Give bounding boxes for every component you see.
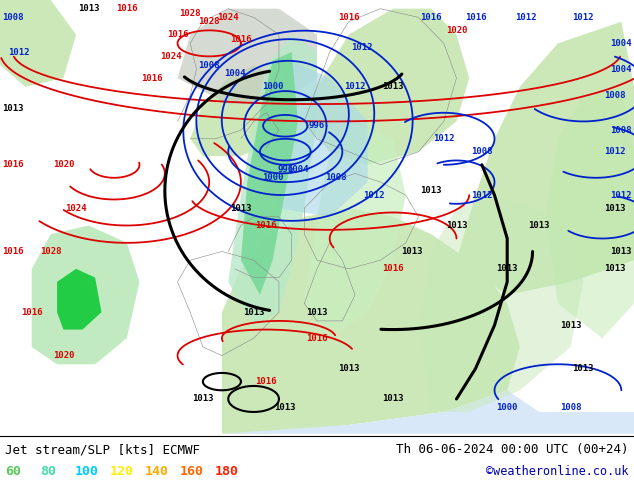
- Polygon shape: [228, 35, 317, 325]
- Text: 1000: 1000: [496, 403, 518, 412]
- Text: 160: 160: [180, 466, 204, 478]
- Text: 1008: 1008: [611, 125, 632, 135]
- Text: 120: 120: [110, 466, 134, 478]
- Text: 1004: 1004: [611, 39, 632, 48]
- Polygon shape: [32, 225, 139, 364]
- Text: 1020: 1020: [53, 160, 74, 169]
- Text: 1024: 1024: [217, 13, 239, 22]
- Text: 180: 180: [215, 466, 239, 478]
- Text: 1013: 1013: [230, 204, 252, 213]
- Text: 1013: 1013: [382, 82, 404, 91]
- Text: Jet stream/SLP [kts] ECMWF: Jet stream/SLP [kts] ECMWF: [5, 443, 200, 456]
- Text: 1012: 1012: [611, 191, 632, 199]
- Text: 1016: 1016: [2, 160, 23, 169]
- Text: 1012: 1012: [573, 13, 594, 22]
- Text: 1012: 1012: [471, 191, 493, 199]
- Text: 140: 140: [145, 466, 169, 478]
- Polygon shape: [418, 195, 583, 412]
- Polygon shape: [304, 122, 406, 338]
- Text: 1016: 1016: [256, 377, 277, 386]
- Polygon shape: [304, 9, 469, 165]
- Text: 1020: 1020: [446, 26, 467, 35]
- Text: 1013: 1013: [306, 308, 328, 317]
- Polygon shape: [0, 0, 76, 87]
- Text: 1016: 1016: [256, 221, 277, 230]
- Text: 1000: 1000: [262, 173, 283, 182]
- Text: 1012: 1012: [351, 43, 372, 52]
- Text: 1013: 1013: [604, 204, 626, 213]
- Text: 1013: 1013: [243, 308, 264, 317]
- Text: 1008: 1008: [560, 403, 581, 412]
- Text: 1013: 1013: [496, 265, 518, 273]
- Polygon shape: [57, 269, 101, 330]
- Polygon shape: [241, 52, 298, 295]
- Text: 1013: 1013: [275, 403, 296, 412]
- Polygon shape: [254, 61, 368, 217]
- Text: 1008: 1008: [198, 61, 220, 70]
- Text: 1013: 1013: [78, 4, 100, 13]
- Polygon shape: [222, 390, 634, 434]
- Text: 1000: 1000: [262, 82, 283, 91]
- Text: 1013: 1013: [2, 104, 23, 113]
- Text: 1016: 1016: [116, 4, 138, 13]
- Text: 1013: 1013: [338, 364, 359, 373]
- Text: 1012: 1012: [8, 48, 30, 56]
- Text: 1016: 1016: [338, 13, 359, 22]
- Text: 1016: 1016: [167, 30, 188, 39]
- Text: 1013: 1013: [420, 186, 442, 196]
- Text: 1016: 1016: [382, 265, 404, 273]
- Text: 1013: 1013: [401, 247, 423, 256]
- Polygon shape: [545, 87, 634, 338]
- Text: 1016: 1016: [141, 74, 163, 82]
- Text: 1008: 1008: [604, 91, 626, 100]
- Text: 996: 996: [277, 165, 294, 173]
- Text: 100: 100: [75, 466, 99, 478]
- Text: 1013: 1013: [382, 394, 404, 403]
- Text: 1016: 1016: [306, 334, 328, 343]
- Text: 1013: 1013: [560, 321, 581, 330]
- Text: 1012: 1012: [604, 147, 626, 156]
- Text: 1028: 1028: [40, 247, 61, 256]
- Text: 1024: 1024: [65, 204, 87, 213]
- Text: 1013: 1013: [192, 394, 214, 403]
- Text: 1016: 1016: [21, 308, 42, 317]
- Text: 1004: 1004: [224, 69, 245, 78]
- Text: 1013: 1013: [446, 221, 467, 230]
- Text: Th 06-06-2024 00:00 UTC (00+24): Th 06-06-2024 00:00 UTC (00+24): [396, 443, 629, 456]
- Text: 1024: 1024: [160, 52, 182, 61]
- Text: 1012: 1012: [344, 82, 366, 91]
- Text: 1016: 1016: [465, 13, 486, 22]
- Polygon shape: [190, 65, 292, 156]
- Text: 1013: 1013: [611, 247, 632, 256]
- Polygon shape: [222, 208, 520, 434]
- Text: 1004: 1004: [287, 165, 309, 173]
- Text: 60: 60: [5, 466, 21, 478]
- Text: 1008: 1008: [471, 147, 493, 156]
- Text: ©weatheronline.co.uk: ©weatheronline.co.uk: [486, 466, 629, 478]
- Text: 1012: 1012: [515, 13, 537, 22]
- Polygon shape: [456, 22, 634, 295]
- Text: 1012: 1012: [363, 191, 385, 199]
- Text: 1008: 1008: [325, 173, 347, 182]
- Polygon shape: [178, 9, 317, 104]
- Text: 1016: 1016: [2, 247, 23, 256]
- Text: 1028: 1028: [179, 8, 201, 18]
- Text: 1028: 1028: [198, 17, 220, 26]
- Text: 1013: 1013: [604, 265, 626, 273]
- Text: 1008: 1008: [2, 13, 23, 22]
- Text: 1012: 1012: [433, 134, 455, 143]
- Text: 1013: 1013: [528, 221, 550, 230]
- Text: 1016: 1016: [420, 13, 442, 22]
- Text: 1016: 1016: [230, 34, 252, 44]
- Text: 80: 80: [40, 466, 56, 478]
- Text: 1020: 1020: [53, 351, 74, 360]
- Text: 996: 996: [309, 121, 325, 130]
- Text: 1013: 1013: [573, 364, 594, 373]
- Text: 1004: 1004: [611, 65, 632, 74]
